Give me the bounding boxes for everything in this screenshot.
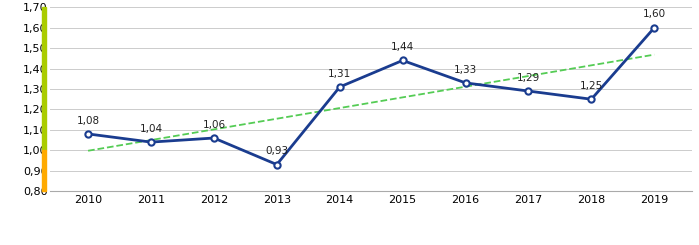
Text: 1,04: 1,04 <box>139 124 163 134</box>
Text: 1,44: 1,44 <box>391 42 415 52</box>
Text: 1,06: 1,06 <box>202 120 226 130</box>
Text: 1,31: 1,31 <box>328 69 352 79</box>
Text: 0,93: 0,93 <box>265 146 289 156</box>
Text: 1,25: 1,25 <box>579 81 603 91</box>
Text: 1,29: 1,29 <box>517 73 540 83</box>
Text: 1,33: 1,33 <box>454 65 477 74</box>
Text: 1,60: 1,60 <box>642 10 666 19</box>
Text: 1,08: 1,08 <box>76 116 100 126</box>
